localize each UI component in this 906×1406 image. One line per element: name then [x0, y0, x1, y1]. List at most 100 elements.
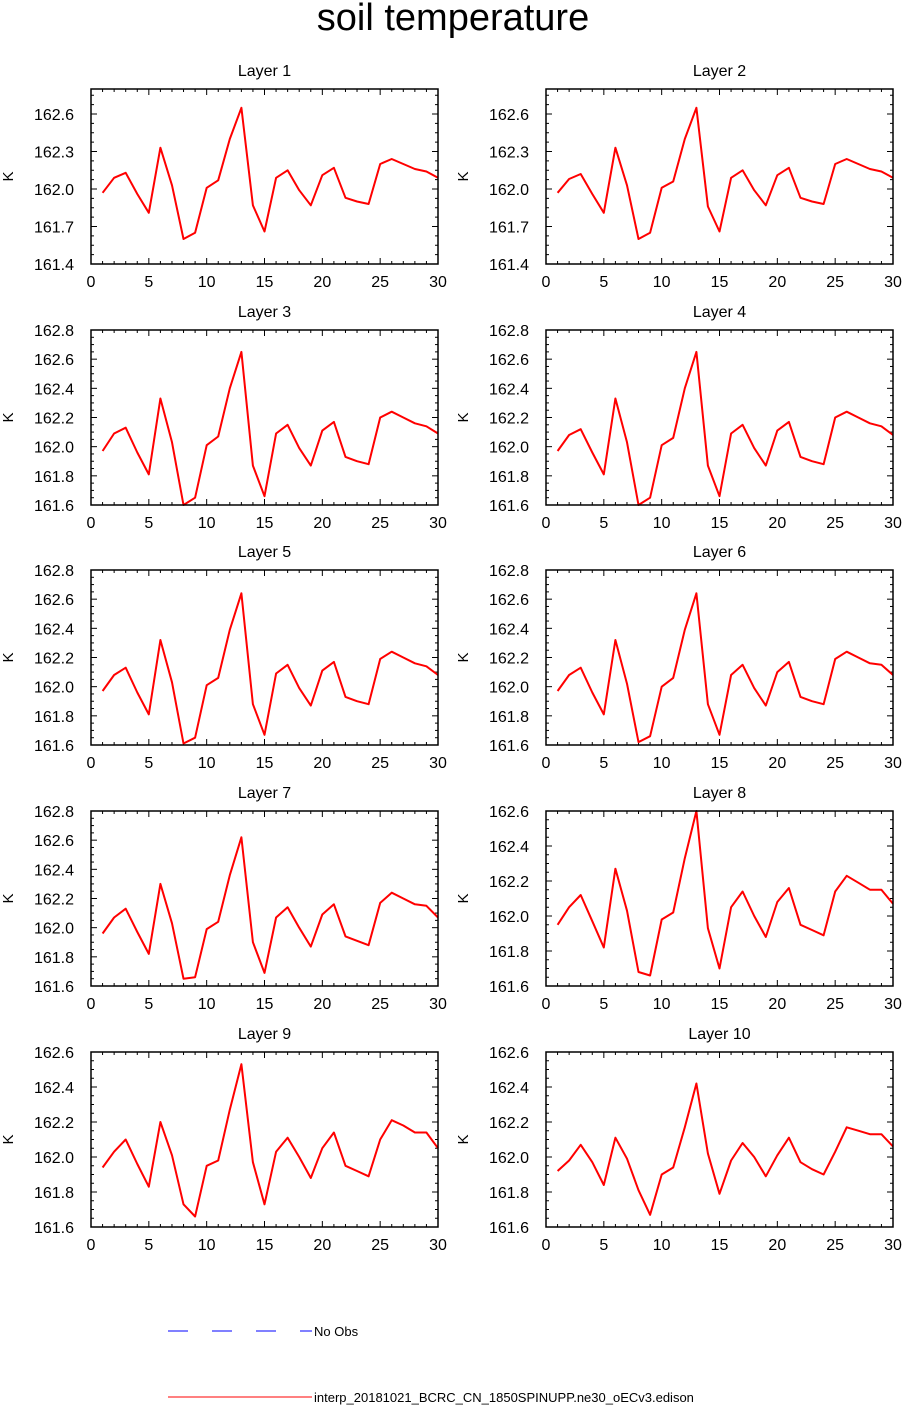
y-axis-label: K	[455, 412, 472, 422]
x-tick-label: 20	[768, 515, 786, 532]
x-tick-label: 0	[87, 755, 96, 772]
x-tick-label: 25	[826, 1237, 844, 1254]
y-tick-label: 161.6	[34, 498, 74, 515]
y-tick-label: 162.2	[34, 411, 74, 428]
x-tick-label: 30	[884, 1237, 902, 1254]
x-tick-label: 15	[256, 274, 274, 291]
x-tick-label: 5	[144, 1237, 153, 1254]
y-tick-label: 162.2	[489, 874, 529, 891]
y-axis-label: K	[455, 893, 472, 903]
x-tick-label: 10	[653, 755, 671, 772]
panel-layer-10: Layer 10 K 0 5 10 15 20 25 30 161.6 161.8 162.0 162.…	[455, 1026, 902, 1254]
x-tick-label: 20	[313, 996, 331, 1013]
y-tick-label: 162.0	[489, 182, 529, 199]
y-tick-label: 162.2	[34, 1115, 74, 1132]
y-tick-label: 162.8	[34, 563, 74, 580]
y-tick-label: 162.2	[34, 651, 74, 668]
y-tick-label: 162.0	[34, 921, 74, 938]
x-tick-label: 15	[256, 755, 274, 772]
x-tick-label: 20	[313, 1237, 331, 1254]
x-tick-label: 30	[429, 274, 447, 291]
y-tick-label: 161.8	[34, 1185, 74, 1202]
y-tick-label: 161.8	[34, 469, 74, 486]
x-tick-label: 0	[542, 755, 551, 772]
x-tick-label: 25	[371, 996, 389, 1013]
y-axis-label: K	[455, 652, 472, 662]
y-tick-label: 162.4	[34, 621, 74, 638]
y-tick-label: 162.2	[489, 411, 529, 428]
panel-layer-3: Layer 3 K 0 5 10 15 20 25 30 161.6 161.8 162.0 162.2…	[0, 304, 447, 532]
y-tick-label: 162.0	[34, 182, 74, 199]
legend-obs-label: No Obs	[314, 1324, 359, 1339]
panel-title: Layer 2	[693, 63, 746, 80]
plot-frame	[545, 810, 894, 987]
y-tick-label: 162.6	[489, 592, 529, 609]
x-tick-label: 30	[884, 996, 902, 1013]
plot-frame	[90, 329, 439, 506]
plot-frame	[90, 810, 439, 987]
y-tick-label: 162.0	[34, 680, 74, 697]
y-axis-label: K	[0, 1134, 17, 1144]
y-tick-label: 161.8	[489, 944, 529, 961]
plot-frame	[90, 1051, 439, 1228]
series-line	[556, 810, 894, 977]
y-tick-label: 162.4	[489, 839, 529, 856]
panel-title: Layer 5	[238, 544, 291, 561]
panel-title: Layer 4	[693, 304, 746, 321]
x-tick-label: 5	[599, 274, 608, 291]
y-tick-label: 162.2	[489, 1115, 529, 1132]
panel-title: Layer 6	[693, 544, 746, 561]
x-tick-label: 0	[542, 274, 551, 291]
x-tick-label: 15	[711, 274, 729, 291]
x-tick-label: 0	[542, 1237, 551, 1254]
panel-layer-2: Layer 2 K 0 5 10 15 20 25 30 161.4 161.7 162.0 162.3…	[455, 63, 902, 291]
x-tick-label: 0	[542, 996, 551, 1013]
x-tick-label: 25	[826, 274, 844, 291]
x-tick-label: 10	[653, 1237, 671, 1254]
plot-frame	[545, 569, 894, 746]
y-tick-label: 162.0	[489, 1150, 529, 1167]
plot-frame	[90, 88, 439, 265]
y-tick-label: 162.4	[489, 381, 529, 398]
x-tick-label: 30	[429, 996, 447, 1013]
panel-layer-4: Layer 4 K 0 5 10 15 20 25 30 161.6 161.8 162.0 162.2…	[455, 304, 902, 532]
y-tick-label: 162.6	[34, 352, 74, 369]
y-tick-label: 162.4	[489, 621, 529, 638]
y-tick-label: 162.8	[34, 804, 74, 821]
x-tick-label: 30	[429, 755, 447, 772]
y-axis-label: K	[455, 1134, 472, 1144]
y-tick-label: 161.6	[489, 738, 529, 755]
legend-model-label: interp_20181021_BCRC_CN_1850SPINUPP.ne30…	[314, 1390, 694, 1405]
y-tick-label: 161.8	[489, 469, 529, 486]
panel-title: Layer 8	[693, 785, 746, 802]
y-tick-label: 161.6	[34, 1220, 74, 1237]
x-tick-label: 5	[144, 274, 153, 291]
x-tick-label: 25	[371, 274, 389, 291]
x-tick-label: 25	[371, 755, 389, 772]
y-tick-label: 162.4	[34, 1080, 74, 1097]
panel-title: Layer 3	[238, 304, 291, 321]
y-axis-label: K	[0, 893, 17, 903]
x-tick-label: 30	[884, 755, 902, 772]
x-tick-label: 25	[371, 515, 389, 532]
panel-title: Layer 9	[238, 1026, 291, 1043]
x-tick-label: 5	[144, 755, 153, 772]
x-tick-label: 30	[884, 515, 902, 532]
plot-frame	[90, 569, 439, 746]
x-tick-label: 5	[144, 996, 153, 1013]
panel-layer-9: Layer 9 K 0 5 10 15 20 25 30 161.6 161.8 162.0 162.2…	[0, 1026, 447, 1254]
x-tick-label: 20	[313, 515, 331, 532]
y-tick-label: 162.6	[34, 833, 74, 850]
series-line	[101, 836, 439, 980]
x-tick-label: 15	[711, 996, 729, 1013]
series-line	[556, 106, 894, 240]
y-tick-label: 162.6	[489, 1045, 529, 1062]
x-tick-label: 20	[768, 274, 786, 291]
x-tick-label: 5	[599, 996, 608, 1013]
y-tick-label: 161.8	[34, 709, 74, 726]
y-tick-label: 162.0	[34, 1150, 74, 1167]
x-tick-label: 5	[599, 755, 608, 772]
series-line	[556, 592, 894, 744]
y-tick-label: 161.7	[489, 220, 529, 237]
x-tick-label: 15	[711, 515, 729, 532]
